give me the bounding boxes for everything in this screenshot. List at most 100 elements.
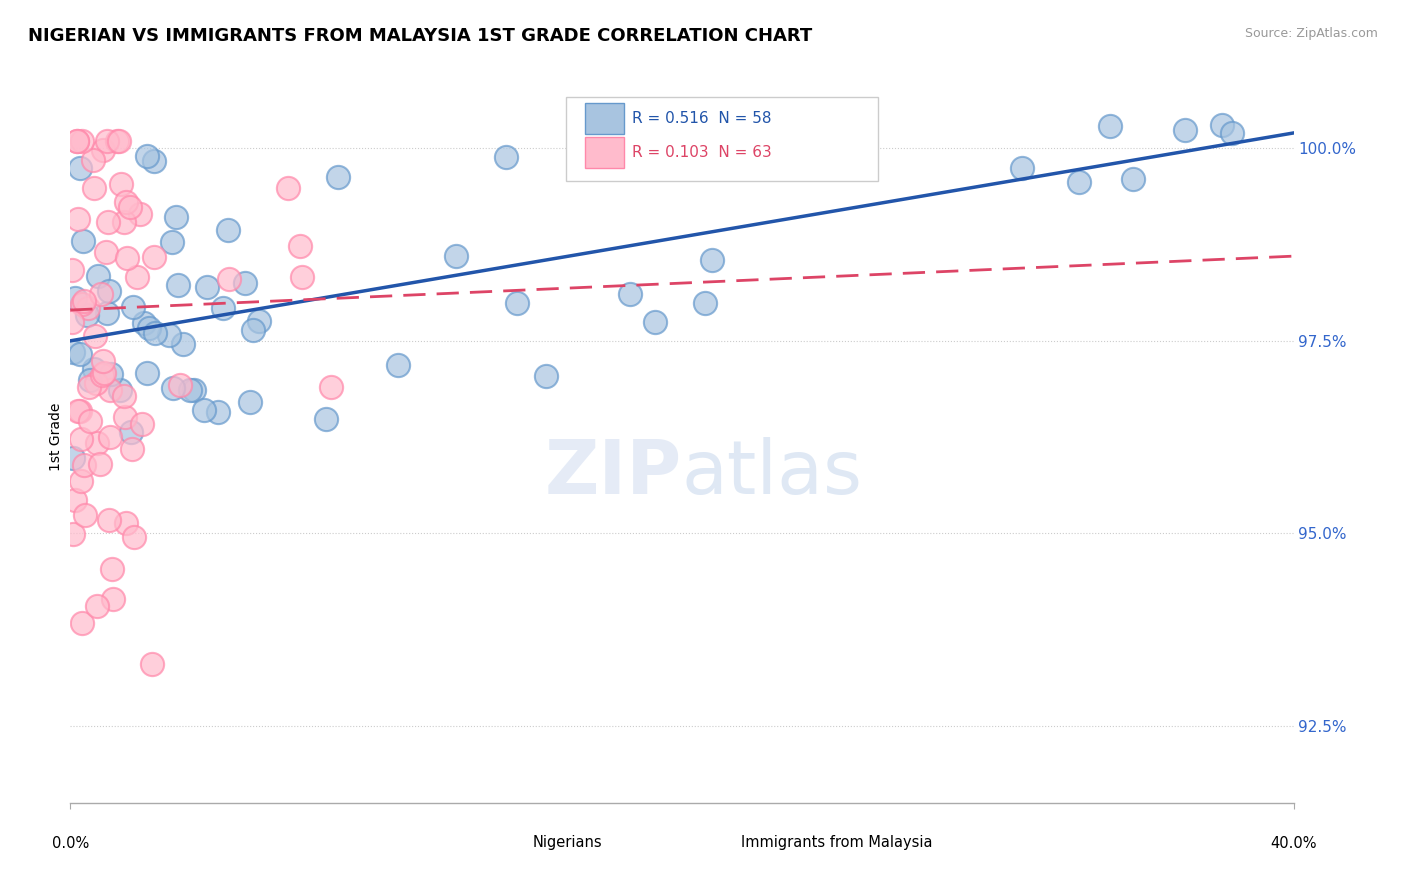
Point <box>69 346 91 360</box>
Point <box>105 134 128 148</box>
Point <box>207 405 229 419</box>
Point <box>97 284 120 298</box>
Point <box>108 134 131 148</box>
Point <box>693 295 716 310</box>
Point <box>72 234 94 248</box>
Point <box>84 329 107 343</box>
Point <box>326 169 349 184</box>
Point <box>495 150 517 164</box>
Point <box>143 250 166 264</box>
Point <box>157 327 180 342</box>
Point <box>1069 175 1091 189</box>
Point <box>136 149 159 163</box>
Point <box>131 417 153 432</box>
Point <box>83 362 105 376</box>
Point <box>183 383 205 397</box>
Point <box>120 200 142 214</box>
Point <box>112 214 135 228</box>
Point <box>136 366 159 380</box>
Point <box>91 143 114 157</box>
Text: Source: ZipAtlas.com: Source: ZipAtlas.com <box>1244 27 1378 40</box>
Point <box>165 210 187 224</box>
Point <box>65 134 87 148</box>
Point <box>62 344 84 359</box>
Point <box>70 134 93 148</box>
Point <box>1098 119 1121 133</box>
Point <box>134 316 156 330</box>
Text: R = 0.516  N = 58: R = 0.516 N = 58 <box>631 111 772 126</box>
FancyBboxPatch shape <box>696 828 735 858</box>
Point <box>65 291 87 305</box>
Point <box>76 301 98 315</box>
Point <box>444 249 467 263</box>
Point <box>76 308 98 322</box>
Text: ZIP: ZIP <box>544 437 682 510</box>
Point <box>93 366 115 380</box>
Point <box>124 529 146 543</box>
FancyBboxPatch shape <box>565 97 877 181</box>
Point <box>115 516 138 530</box>
Text: R = 0.103  N = 63: R = 0.103 N = 63 <box>631 145 772 160</box>
Text: Nigerians: Nigerians <box>533 835 602 850</box>
Point <box>84 376 107 391</box>
Point <box>644 315 666 329</box>
Point <box>138 320 160 334</box>
Point <box>73 458 96 472</box>
Point <box>110 384 132 398</box>
Point <box>66 134 89 148</box>
FancyBboxPatch shape <box>585 137 624 168</box>
Point <box>217 223 239 237</box>
Point <box>60 262 83 277</box>
Point <box>114 195 136 210</box>
Point <box>1174 123 1197 137</box>
Point <box>96 306 118 320</box>
Point <box>277 181 299 195</box>
Point <box>62 450 84 465</box>
Point <box>114 389 136 403</box>
Point <box>172 337 194 351</box>
Point <box>114 409 136 424</box>
Point <box>66 403 89 417</box>
Point <box>238 395 260 409</box>
Y-axis label: 1st Grade: 1st Grade <box>49 403 63 471</box>
Point <box>98 383 121 397</box>
Point <box>1122 172 1144 186</box>
Point <box>115 251 138 265</box>
Point <box>506 296 529 310</box>
Point <box>91 368 114 382</box>
Point <box>86 599 108 614</box>
Point <box>73 508 96 522</box>
Point <box>387 358 409 372</box>
Point <box>83 180 105 194</box>
Point <box>79 373 101 387</box>
Point <box>70 475 93 489</box>
Point <box>121 301 143 315</box>
Point <box>103 591 125 606</box>
Point <box>70 297 93 311</box>
Point <box>141 657 163 671</box>
Point <box>121 442 143 457</box>
Point <box>143 326 166 340</box>
Point <box>212 301 235 316</box>
Point <box>67 212 90 227</box>
Point <box>62 527 84 541</box>
Point <box>69 161 91 175</box>
Point <box>70 615 93 630</box>
Point <box>315 412 337 426</box>
Point <box>619 287 641 301</box>
Point <box>120 425 142 440</box>
Point <box>193 403 215 417</box>
Point <box>101 562 124 576</box>
Point <box>321 380 343 394</box>
Point <box>60 315 83 329</box>
Point <box>63 493 86 508</box>
Point <box>288 238 311 252</box>
Point <box>70 433 93 447</box>
Point <box>86 436 108 450</box>
Point <box>100 367 122 381</box>
Point <box>666 118 689 132</box>
Point <box>162 381 184 395</box>
Point <box>77 380 100 394</box>
Point <box>536 368 558 383</box>
Point <box>129 207 152 221</box>
